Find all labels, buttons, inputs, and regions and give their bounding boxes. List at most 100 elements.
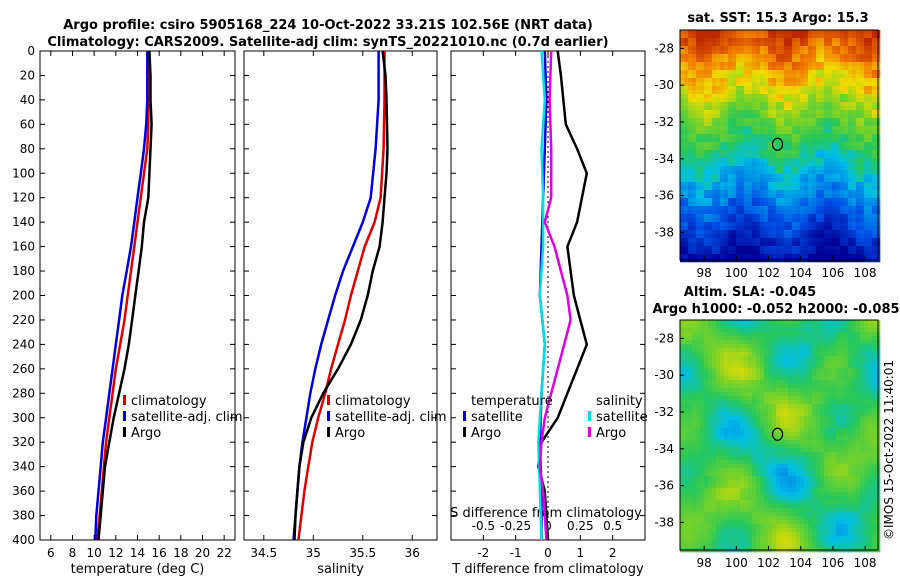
heatmap-cell — [736, 348, 741, 353]
heatmap-cell — [776, 42, 781, 47]
heatmap-cell — [748, 146, 753, 151]
heatmap-cell — [700, 166, 705, 171]
heatmap-cell — [836, 194, 841, 199]
heatmap-cell — [840, 388, 845, 393]
heatmap-cell — [692, 42, 697, 47]
heatmap-cell — [840, 344, 845, 349]
heatmap-cell — [684, 242, 689, 247]
heatmap-cell — [752, 226, 757, 231]
heatmap-cell — [684, 254, 689, 259]
heatmap-cell — [812, 58, 817, 63]
heatmap-cell — [792, 206, 797, 211]
heatmap-cell — [684, 384, 689, 389]
legend-label: satellite-adj. clim — [335, 410, 447, 425]
heatmap-cell — [852, 250, 857, 255]
heatmap-cell — [872, 242, 877, 247]
heatmap-cell — [864, 190, 869, 195]
heatmap-cell — [680, 38, 685, 43]
heatmap-cell — [820, 432, 825, 437]
heatmap-cell — [832, 424, 837, 429]
heatmap-cell — [820, 90, 825, 95]
heatmap-cell — [692, 78, 697, 83]
heatmap-cell — [824, 420, 829, 425]
heatmap-cell — [736, 70, 741, 75]
heatmap-cell — [808, 122, 813, 127]
heatmap-cell — [744, 420, 749, 425]
heatmap-cell — [816, 348, 821, 353]
heatmap-cell — [868, 30, 873, 35]
heatmap-cell — [776, 218, 781, 223]
heatmap-cell — [712, 42, 717, 47]
series-line-argo — [293, 50, 389, 541]
heatmap-cell — [868, 138, 873, 143]
heatmap-cell — [776, 250, 781, 255]
heatmap-cell — [804, 408, 809, 413]
heatmap-cell — [744, 162, 749, 167]
heatmap-cell — [696, 364, 701, 369]
heatmap-cell — [680, 50, 685, 55]
heatmap-cell — [760, 110, 765, 115]
heatmap-cell — [868, 134, 873, 139]
heatmap-cell — [708, 384, 713, 389]
heatmap-cell — [688, 238, 693, 243]
heatmap-cell — [752, 106, 757, 111]
heatmap-cell — [760, 444, 765, 449]
heatmap-cell — [708, 94, 713, 99]
heatmap-cell — [852, 444, 857, 449]
heatmap-cell — [716, 234, 721, 239]
heatmap-cell — [720, 54, 725, 59]
heatmap-cell — [688, 400, 693, 405]
heatmap-cell — [756, 210, 761, 215]
heatmap-cell — [684, 70, 689, 75]
heatmap-cell — [856, 70, 861, 75]
heatmap-cell — [776, 62, 781, 67]
heatmap-cell — [688, 210, 693, 215]
heatmap-cell — [788, 42, 793, 47]
heatmap-cell — [836, 138, 841, 143]
heatmap-cell — [812, 198, 817, 203]
heatmap-cell — [868, 86, 873, 91]
heatmap-cell — [860, 404, 865, 409]
heatmap-cell — [696, 384, 701, 389]
heatmap-cell — [752, 364, 757, 369]
heatmap-cell — [772, 234, 777, 239]
heatmap-cell — [732, 178, 737, 183]
heatmap-cell — [764, 150, 769, 155]
heatmap-cell — [808, 420, 813, 425]
heatmap-cell — [748, 400, 753, 405]
heatmap-cell — [784, 178, 789, 183]
heatmap-cell — [728, 210, 733, 215]
heatmap-cell — [768, 58, 773, 63]
heatmap-cell — [792, 150, 797, 155]
heatmap-cell — [696, 138, 701, 143]
heatmap-cell — [776, 246, 781, 251]
heatmap-cell — [816, 158, 821, 163]
heatmap-cell — [784, 202, 789, 207]
heatmap-cell — [840, 420, 845, 425]
heatmap-cell — [760, 70, 765, 75]
heatmap-cell — [696, 250, 701, 255]
heatmap-cell — [836, 234, 841, 239]
heatmap-cell — [804, 246, 809, 251]
heatmap-cell — [864, 460, 869, 465]
heatmap-cell — [764, 230, 769, 235]
heatmap-cell — [816, 364, 821, 369]
heatmap-cell — [732, 420, 737, 425]
heatmap-cell — [708, 464, 713, 469]
heatmap-cell — [760, 118, 765, 123]
heatmap-cell — [860, 428, 865, 433]
heatmap-cell — [728, 392, 733, 397]
heatmap-cell — [824, 82, 829, 87]
heatmap-cell — [844, 134, 849, 139]
heatmap-cell — [812, 38, 817, 43]
profile-panels: 6 8 10 12 14 16 18 20 22020406080100120140160180… — [12, 44, 648, 577]
heatmap-cell — [804, 98, 809, 103]
heatmap-cell — [864, 30, 869, 35]
heatmap-cell — [772, 372, 777, 377]
heatmap-cell — [772, 412, 777, 417]
heatmap-cell — [852, 78, 857, 83]
heatmap-cell — [780, 352, 785, 357]
heatmap-cell — [852, 74, 857, 79]
heatmap-cell — [692, 356, 697, 361]
heatmap-cell — [720, 444, 725, 449]
